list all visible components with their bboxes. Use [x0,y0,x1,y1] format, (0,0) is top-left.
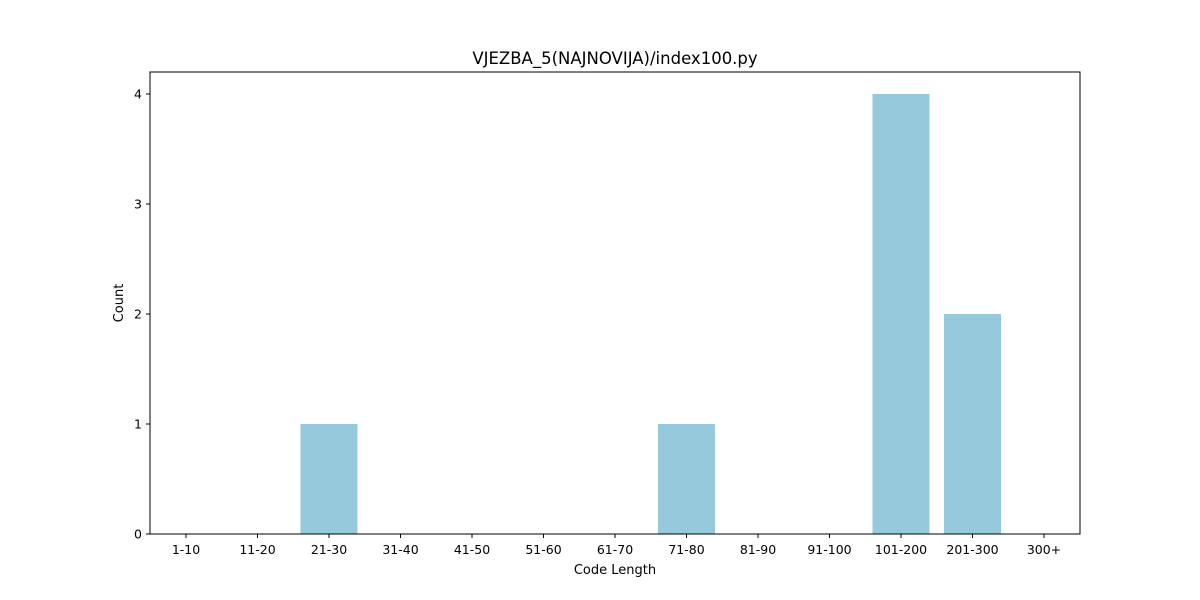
bar-71-80 [658,424,715,534]
x-axis-label: Code Length [574,563,656,578]
x-tick-label: 61-70 [597,542,633,557]
x-tick-label: 300+ [1027,542,1061,557]
bars-group [300,94,1001,534]
chart-title: VJEZBA_5(NAJNOVIJA)/index100.py [472,49,758,69]
x-tick-label: 71-80 [668,542,704,557]
y-tick-label: 3 [134,197,142,212]
x-tick-label: 81-90 [740,542,776,557]
bar-101-200 [872,94,930,534]
x-tick-label: 21-30 [311,542,347,557]
x-tick-label: 91-100 [807,542,851,557]
bar-21-30 [300,424,358,534]
bar-201-300 [944,314,1001,534]
x-tick-label: 11-20 [239,542,275,557]
x-tick-label: 51-60 [525,542,561,557]
y-axis-label: Count [112,284,127,323]
x-tick-label: 101-200 [875,542,927,557]
y-axis-ticks: 0 1 2 3 4 [134,87,150,542]
x-axis-ticks: 1-10 11-20 21-30 31-40 41-50 51-60 61-70 71-80 8… [172,534,1061,557]
y-tick-label: 0 [134,527,142,542]
x-tick-label: 41-50 [454,542,490,557]
x-tick-label: 31-40 [382,542,418,557]
y-tick-label: 4 [134,87,142,102]
y-tick-label: 2 [134,307,142,322]
plot-frame [149,71,1081,535]
y-tick-label: 1 [134,417,142,432]
x-tick-label: 1-10 [172,542,200,557]
x-tick-label: 201-300 [946,542,998,557]
